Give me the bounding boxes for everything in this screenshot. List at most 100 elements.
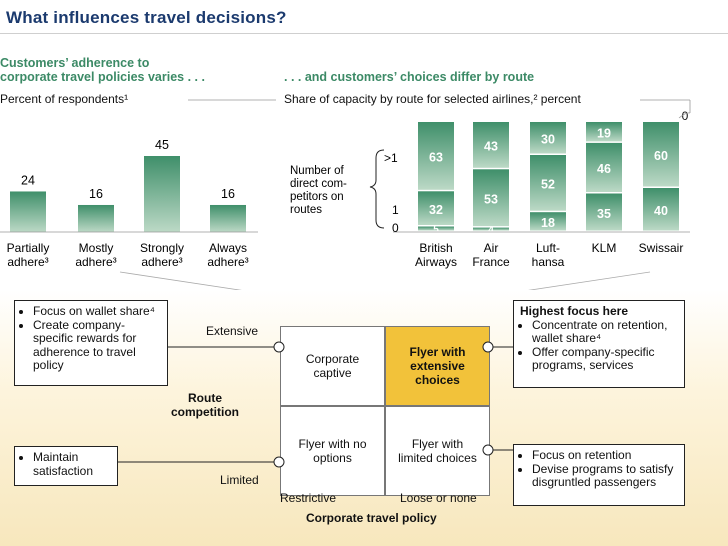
left-bar-3: [210, 204, 246, 232]
axis-label-line4: routes: [290, 204, 322, 216]
left-cat-line1-3: Always: [209, 241, 247, 255]
quadrant-bl-line2: options: [313, 451, 352, 465]
quadrant-bl-line1: Flyer with no: [298, 437, 367, 451]
right-cat-line1-1: Air: [484, 241, 499, 255]
quadrant-br-line2: limited choices: [398, 451, 477, 465]
right-seg-label-4-0: 40: [654, 204, 668, 218]
left-cat-line2-2: adhere³: [141, 255, 182, 269]
right-seg-label-2-2: 30: [541, 133, 555, 147]
right-seg-0-1: [418, 191, 454, 225]
left-cat-line2-1: adhere³: [75, 255, 116, 269]
right-seg-1-1: [473, 169, 509, 227]
quadrant-tl-line1: Corporate: [305, 352, 360, 366]
right-seg-3-2: [586, 122, 622, 142]
right-cat-line1-3: KLM: [592, 241, 617, 255]
axis-tick-0: 0: [392, 221, 399, 235]
x-low-label: Restrictive: [280, 491, 337, 505]
left-cat-line2-3: adhere³: [207, 255, 248, 269]
axis-label-line2: direct com-: [290, 178, 347, 190]
right-seg-2-1: [530, 155, 566, 211]
right-subtitle: . . . and customers’ choices differ by r…: [284, 70, 535, 84]
quadrant-tr-line3: choices: [415, 373, 460, 387]
right-seg-4-0: [643, 188, 679, 231]
right-seg-label-3-0: 35: [597, 207, 611, 221]
right-seg-2-2: [530, 122, 566, 154]
right-seg-label-4-2: 0: [682, 109, 689, 123]
callout-top-right: Highest focus here Concentrate on retent…: [513, 300, 685, 388]
title-rule: [0, 33, 728, 34]
right-seg-1-2: [473, 122, 509, 168]
left-bar-chart: 24Partiallyadhere³16Mostlyadhere³45Stron…: [7, 138, 249, 269]
left-cat-line1-0: Partially: [7, 241, 50, 255]
right-seg-3-1: [586, 142, 622, 192]
left-bar-0: [10, 191, 46, 232]
left-subtitle-line1: Customers’ adherence to: [0, 56, 150, 70]
callout-bottom-right: Focus on retention Devise programs to sa…: [513, 444, 685, 506]
axis-label-line1: Number of: [290, 165, 344, 177]
right-cat-line2-2: hansa: [532, 255, 565, 269]
quadrant-br-line1: Flyer with: [411, 437, 464, 451]
y-axis-title: Route competition: [150, 391, 260, 419]
y-title-line1: Route: [188, 391, 222, 405]
right-seg-label-3-1: 46: [597, 162, 611, 176]
right-seg-4-1: [643, 122, 679, 187]
connectors-svg: [118, 341, 513, 468]
left-unit-label: Percent of respondents¹: [0, 92, 129, 106]
connector-dot-bottom-left: [273, 456, 285, 468]
zero-label-leader: [678, 112, 691, 119]
funnel-line-right: [528, 271, 651, 290]
left-bar-value-1: 16: [89, 187, 103, 201]
quadrant-tr-line2: extensive: [410, 359, 465, 373]
y-low-label: Limited: [220, 473, 259, 487]
axis-tick-gt1: >1: [384, 151, 398, 165]
right-seg-3-0: [586, 193, 622, 231]
right-seg-label-3-2: 19: [597, 126, 611, 140]
right-seg-label-0-2: 63: [429, 151, 443, 165]
left-subtitle-line2: corporate travel policies varies . . .: [0, 70, 205, 84]
quadrant-extensive-choices: Flyer with extensive choices: [385, 326, 490, 406]
right-cat-line1-2: Luft-: [536, 241, 560, 255]
quadrant-limited-choices: Flyer with limited choices: [385, 406, 490, 496]
right-cat-line1-0: British: [419, 241, 452, 255]
connector-dot-bottom-right: [482, 444, 494, 456]
callout-br-item-1: Focus on retention: [532, 448, 678, 463]
callout-tl-item-2: Create company-specific rewards for adhe…: [33, 318, 161, 373]
quadrant-tr-line1: Flyer with: [409, 345, 466, 359]
connector-dot-top-right: [482, 341, 494, 353]
right-seg-label-2-1: 52: [541, 178, 555, 192]
axis-brace: [369, 149, 385, 229]
right-seg-0-2: [418, 122, 454, 190]
axis-tick-1: 1: [392, 203, 399, 217]
callout-tl-item-1: Focus on wallet share⁴: [33, 304, 161, 319]
callout-bl-item-1: Maintain satisfaction: [33, 450, 111, 478]
callout-bottom-left: Maintain satisfaction: [14, 446, 118, 486]
left-bar-2: [144, 156, 180, 232]
callout-top-left: Focus on wallet share⁴ Create company-sp…: [14, 300, 168, 386]
right-cat-line1-4: Swissair: [639, 241, 684, 255]
right-seg-1-0: [473, 227, 509, 231]
matrix: Corporate captive Flyer with extensive c…: [280, 326, 490, 496]
right-seg-label-4-1: 60: [654, 149, 668, 163]
right-seg-2-0: [530, 212, 566, 231]
callout-tr-title: Highest focus here: [520, 304, 629, 318]
right-seg-label-1-2: 43: [484, 140, 498, 154]
callout-tr-item-1: Concentrate on retention, wallet share⁴: [532, 318, 678, 346]
right-seg-label-1-0: 4: [488, 225, 494, 236]
x-high-label: Loose or none: [400, 491, 477, 505]
left-cat-line1-1: Mostly: [79, 241, 114, 255]
right-seg-0-0: [418, 226, 454, 231]
page-title: What influences travel decisions?: [6, 8, 287, 27]
right-unit-label: Share of capacity by route for selected …: [284, 92, 581, 106]
left-bar-value-2: 45: [155, 138, 169, 152]
axis-label-line3: petitors on: [290, 191, 344, 203]
left-cat-line2-0: adhere³: [7, 255, 48, 269]
connector-dot-top-left: [273, 341, 285, 353]
quadrant-no-options: Flyer with no options: [280, 406, 385, 496]
callout-tr-item-2: Offer company-specific programs, service…: [532, 345, 678, 373]
left-subtitle: Customers’ adherence to corporate travel…: [0, 56, 205, 84]
right-seg-label-0-1: 32: [429, 203, 443, 217]
funnel-line-left: [119, 271, 242, 290]
right-seg-label-2-0: 18: [541, 216, 555, 230]
right-seg-label-1-1: 53: [484, 192, 498, 206]
quadrant-corporate-captive: Corporate captive: [280, 326, 385, 406]
